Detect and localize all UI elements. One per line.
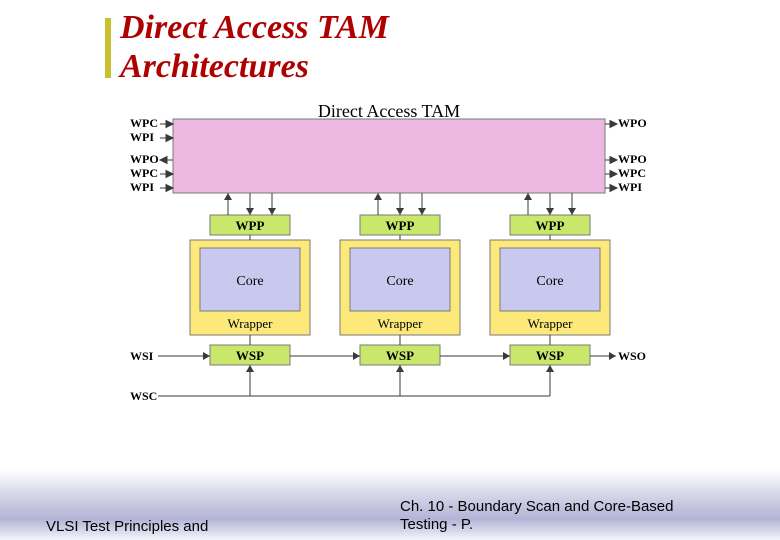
- title-line-2: Architectures: [120, 48, 309, 85]
- footer-right-1: Ch. 10 - Boundary Scan and Core-Based: [400, 498, 674, 515]
- label-wpi-right: WPI: [618, 180, 642, 194]
- tam-right-lines: [605, 121, 617, 192]
- label-wpo-left: WPO: [130, 152, 159, 166]
- svg-text:Wrapper: Wrapper: [378, 316, 424, 331]
- label-wpo-right-top: WPO: [618, 116, 647, 130]
- svg-text:Core: Core: [536, 274, 563, 289]
- core-stacks: WPP Core Wrapper WSP WPP Core Wrapper WSP WPP Cor…: [158, 193, 616, 396]
- label-wso: WSO: [618, 349, 646, 363]
- title-line-1: Direct Access TAM: [120, 9, 389, 46]
- label-wpi-left-top: WPI: [130, 130, 154, 144]
- svg-text:WSP: WSP: [536, 348, 564, 363]
- svg-text:WPP: WPP: [386, 218, 415, 233]
- footer-left: VLSI Test Principles and: [46, 518, 208, 535]
- label-wsc: WSC: [130, 389, 157, 403]
- svg-text:WSP: WSP: [386, 348, 414, 363]
- footer-right: Ch. 10 - Boundary Scan and Core-Based Te…: [400, 498, 674, 536]
- svg-text:Wrapper: Wrapper: [228, 316, 274, 331]
- label-wpc-left-top: WPC: [130, 116, 158, 130]
- page-title: Direct Access TAM Architectures: [120, 8, 389, 86]
- accent-bar: [105, 18, 111, 78]
- tam-label: Direct Access TAM: [318, 105, 460, 121]
- svg-text:Wrapper: Wrapper: [528, 316, 574, 331]
- svg-text:WPP: WPP: [536, 218, 565, 233]
- tam-left-lines: [160, 121, 173, 192]
- svg-text:Core: Core: [386, 274, 413, 289]
- label-wpo-right: WPO: [618, 152, 647, 166]
- label-wpc-left: WPC: [130, 166, 158, 180]
- label-wpc-right: WPC: [618, 166, 646, 180]
- svg-text:Core: Core: [236, 274, 263, 289]
- svg-text:WSP: WSP: [236, 348, 264, 363]
- diagram: Direct Access TAM WPC WPI WPO WPC WPI WP…: [0, 105, 780, 435]
- footer-right-2: Testing - P.: [400, 516, 473, 533]
- svg-text:WPP: WPP: [236, 218, 265, 233]
- label-wpi-left: WPI: [130, 180, 154, 194]
- label-wsi: WSI: [130, 349, 154, 363]
- tam-box: [173, 119, 605, 193]
